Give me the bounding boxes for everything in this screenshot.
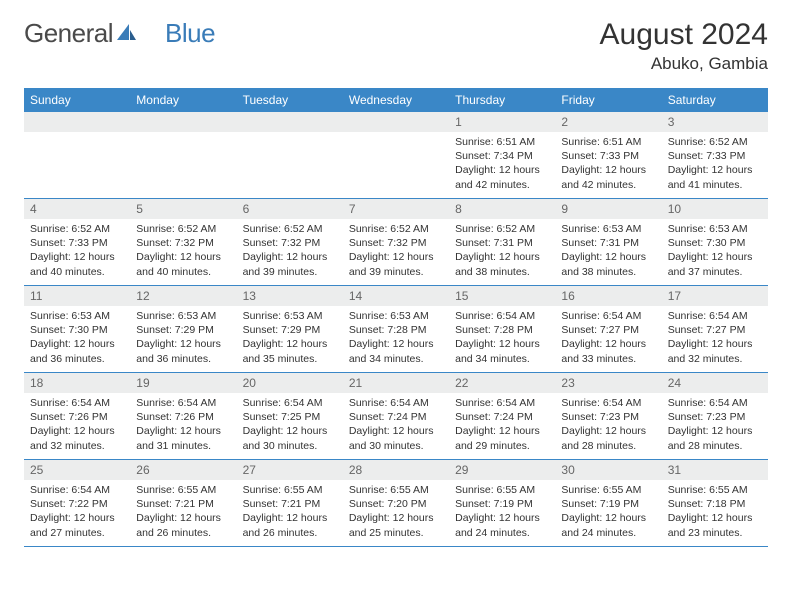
day-number: 22: [449, 373, 555, 394]
day-header-row: SundayMondayTuesdayWednesdayThursdayFrid…: [24, 88, 768, 112]
daynum-row: 25262728293031: [24, 460, 768, 481]
day-header: Friday: [555, 88, 661, 112]
day-number: 29: [449, 460, 555, 481]
day-content: Sunrise: 6:54 AMSunset: 7:28 PMDaylight:…: [449, 306, 555, 372]
day-content: Sunrise: 6:55 AMSunset: 7:21 PMDaylight:…: [237, 480, 343, 546]
content-row: Sunrise: 6:52 AMSunset: 7:33 PMDaylight:…: [24, 219, 768, 285]
day-content: Sunrise: 6:54 AMSunset: 7:22 PMDaylight:…: [24, 480, 130, 546]
daynum-row: 123: [24, 112, 768, 132]
day-content: Sunrise: 6:53 AMSunset: 7:29 PMDaylight:…: [237, 306, 343, 372]
day-content: [237, 132, 343, 198]
day-content: [24, 132, 130, 198]
day-number: [237, 112, 343, 132]
day-content: Sunrise: 6:54 AMSunset: 7:24 PMDaylight:…: [343, 393, 449, 459]
day-number: 19: [130, 373, 236, 394]
day-content: Sunrise: 6:54 AMSunset: 7:27 PMDaylight:…: [662, 306, 768, 372]
content-row: Sunrise: 6:53 AMSunset: 7:30 PMDaylight:…: [24, 306, 768, 372]
day-header: Tuesday: [237, 88, 343, 112]
day-header: Sunday: [24, 88, 130, 112]
day-content: Sunrise: 6:54 AMSunset: 7:27 PMDaylight:…: [555, 306, 661, 372]
day-content: Sunrise: 6:52 AMSunset: 7:31 PMDaylight:…: [449, 219, 555, 285]
day-content: Sunrise: 6:54 AMSunset: 7:26 PMDaylight:…: [130, 393, 236, 459]
day-number: 16: [555, 286, 661, 307]
daynum-row: 18192021222324: [24, 373, 768, 394]
header: General Blue August 2024 Abuko, Gambia: [24, 18, 768, 74]
day-number: [343, 112, 449, 132]
day-content: Sunrise: 6:54 AMSunset: 7:23 PMDaylight:…: [555, 393, 661, 459]
day-number: 18: [24, 373, 130, 394]
day-number: 12: [130, 286, 236, 307]
day-header: Wednesday: [343, 88, 449, 112]
day-content: Sunrise: 6:55 AMSunset: 7:20 PMDaylight:…: [343, 480, 449, 546]
day-content: Sunrise: 6:54 AMSunset: 7:25 PMDaylight:…: [237, 393, 343, 459]
day-content: Sunrise: 6:52 AMSunset: 7:32 PMDaylight:…: [237, 219, 343, 285]
day-content: Sunrise: 6:51 AMSunset: 7:34 PMDaylight:…: [449, 132, 555, 198]
day-content: Sunrise: 6:52 AMSunset: 7:33 PMDaylight:…: [662, 132, 768, 198]
day-number: 21: [343, 373, 449, 394]
day-number: 9: [555, 199, 661, 220]
day-content: Sunrise: 6:52 AMSunset: 7:33 PMDaylight:…: [24, 219, 130, 285]
day-number: 1: [449, 112, 555, 132]
day-number: 23: [555, 373, 661, 394]
logo: General Blue: [24, 18, 215, 49]
day-content: Sunrise: 6:55 AMSunset: 7:18 PMDaylight:…: [662, 480, 768, 546]
day-number: 30: [555, 460, 661, 481]
day-content: Sunrise: 6:54 AMSunset: 7:26 PMDaylight:…: [24, 393, 130, 459]
day-content: Sunrise: 6:53 AMSunset: 7:30 PMDaylight:…: [24, 306, 130, 372]
day-number: 15: [449, 286, 555, 307]
day-number: 8: [449, 199, 555, 220]
day-number: 25: [24, 460, 130, 481]
title-block: August 2024 Abuko, Gambia: [600, 18, 768, 74]
day-content: Sunrise: 6:53 AMSunset: 7:31 PMDaylight:…: [555, 219, 661, 285]
day-content: Sunrise: 6:52 AMSunset: 7:32 PMDaylight:…: [130, 219, 236, 285]
day-number: 13: [237, 286, 343, 307]
day-content: [130, 132, 236, 198]
day-number: 17: [662, 286, 768, 307]
day-number: 31: [662, 460, 768, 481]
day-number: 2: [555, 112, 661, 132]
day-header: Monday: [130, 88, 236, 112]
day-content: [343, 132, 449, 198]
day-number: [24, 112, 130, 132]
day-content: Sunrise: 6:55 AMSunset: 7:19 PMDaylight:…: [449, 480, 555, 546]
week-separator: [24, 546, 768, 547]
day-number: 14: [343, 286, 449, 307]
content-row: Sunrise: 6:54 AMSunset: 7:22 PMDaylight:…: [24, 480, 768, 546]
day-number: 11: [24, 286, 130, 307]
day-content: Sunrise: 6:53 AMSunset: 7:29 PMDaylight:…: [130, 306, 236, 372]
day-number: 24: [662, 373, 768, 394]
day-number: 4: [24, 199, 130, 220]
day-number: 3: [662, 112, 768, 132]
day-number: 6: [237, 199, 343, 220]
location: Abuko, Gambia: [600, 54, 768, 74]
day-number: 28: [343, 460, 449, 481]
day-content: Sunrise: 6:54 AMSunset: 7:24 PMDaylight:…: [449, 393, 555, 459]
calendar-table: SundayMondayTuesdayWednesdayThursdayFrid…: [24, 88, 768, 547]
day-number: 10: [662, 199, 768, 220]
day-number: 27: [237, 460, 343, 481]
content-row: Sunrise: 6:51 AMSunset: 7:34 PMDaylight:…: [24, 132, 768, 198]
day-number: 5: [130, 199, 236, 220]
day-content: Sunrise: 6:53 AMSunset: 7:28 PMDaylight:…: [343, 306, 449, 372]
day-content: Sunrise: 6:51 AMSunset: 7:33 PMDaylight:…: [555, 132, 661, 198]
day-number: 26: [130, 460, 236, 481]
day-content: Sunrise: 6:55 AMSunset: 7:19 PMDaylight:…: [555, 480, 661, 546]
content-row: Sunrise: 6:54 AMSunset: 7:26 PMDaylight:…: [24, 393, 768, 459]
logo-text-blue: Blue: [165, 18, 215, 49]
day-header: Thursday: [449, 88, 555, 112]
day-content: Sunrise: 6:55 AMSunset: 7:21 PMDaylight:…: [130, 480, 236, 546]
day-number: [130, 112, 236, 132]
daynum-row: 11121314151617: [24, 286, 768, 307]
day-number: 7: [343, 199, 449, 220]
logo-sail-icon: [115, 18, 137, 49]
day-number: 20: [237, 373, 343, 394]
logo-text-gray: General: [24, 18, 113, 49]
day-content: Sunrise: 6:53 AMSunset: 7:30 PMDaylight:…: [662, 219, 768, 285]
month-title: August 2024: [600, 18, 768, 52]
day-content: Sunrise: 6:54 AMSunset: 7:23 PMDaylight:…: [662, 393, 768, 459]
day-content: Sunrise: 6:52 AMSunset: 7:32 PMDaylight:…: [343, 219, 449, 285]
daynum-row: 45678910: [24, 199, 768, 220]
day-header: Saturday: [662, 88, 768, 112]
